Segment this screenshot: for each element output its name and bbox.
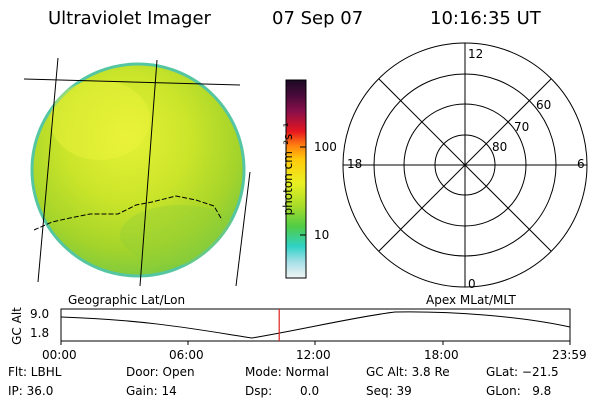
- mode-status: Mode: Normal: [245, 365, 329, 379]
- door-status: Door: Open: [126, 365, 195, 379]
- longitude-line: [37, 57, 59, 283]
- colorbar-tick-label: 10: [314, 228, 330, 242]
- glon-status: GLon: 9.8: [486, 384, 552, 398]
- colorbar-scale: [285, 79, 307, 279]
- polar-plot: [342, 42, 588, 288]
- time-axis-ticks: [60, 341, 571, 345]
- time-label: 10:16:35 UT: [430, 8, 541, 29]
- time-tick-label: 00:00: [42, 348, 77, 362]
- ip-status: IP: 36.0: [8, 384, 54, 398]
- lat-label-70: 70: [514, 120, 530, 134]
- colorbar: [285, 79, 307, 279]
- gain-status: Gain: 14: [126, 384, 177, 398]
- date-label: 07 Sep 07: [272, 8, 364, 29]
- app-title: Ultraviolet Imager: [48, 8, 211, 29]
- time-tick-label: 06:00: [169, 348, 204, 362]
- latitude-line: [23, 78, 241, 86]
- altitude-ytick: 1.8: [30, 326, 50, 340]
- mlt-label-6: 6: [577, 157, 585, 171]
- terminator-line: [33, 195, 223, 231]
- image-caption: Geographic Lat/Lon: [68, 293, 186, 307]
- polar-spoke-diagonal: [378, 78, 552, 252]
- filter-status: Flt: LBHL: [8, 365, 62, 379]
- altitude-curve: [60, 311, 571, 339]
- gc-alt-status: GC Alt: 3.8 Re: [366, 365, 450, 379]
- longitude-line: [235, 171, 251, 287]
- altitude-plot-frame: [60, 308, 571, 342]
- geographic-grid: [23, 57, 251, 287]
- colorbar-label: photon cm⁻²s⁻¹: [281, 122, 295, 216]
- mlt-label-0: 0: [468, 277, 476, 291]
- mlt-label-18: 18: [347, 157, 363, 171]
- altitude-ylabel: GC Alt: [10, 307, 24, 345]
- altitude-strip: [60, 308, 571, 345]
- altitude-ytick: 9.0: [30, 307, 50, 321]
- lat-label-60: 60: [536, 98, 552, 112]
- mlt-label-12: 12: [468, 47, 484, 61]
- uv-earth-disk: [31, 63, 245, 277]
- longitude-line: [139, 59, 158, 287]
- dsp-label: Dsp:: [245, 384, 273, 398]
- time-tick-label: 23:59: [552, 348, 587, 362]
- dsp-value: 0.0: [300, 384, 320, 398]
- time-tick-label: 18:00: [424, 348, 459, 362]
- uv-disk-limb: [30, 62, 246, 278]
- seq-status: Seq: 39: [366, 384, 412, 398]
- colorbar-tick-label: 100: [314, 140, 337, 154]
- glat-status: GLat: −21.5: [486, 365, 559, 379]
- polar-caption: Apex MLat/MLT: [426, 293, 516, 307]
- time-tick-label: 12:00: [296, 348, 331, 362]
- lat-label-80: 80: [492, 140, 508, 154]
- uv-image-panel: [23, 57, 251, 287]
